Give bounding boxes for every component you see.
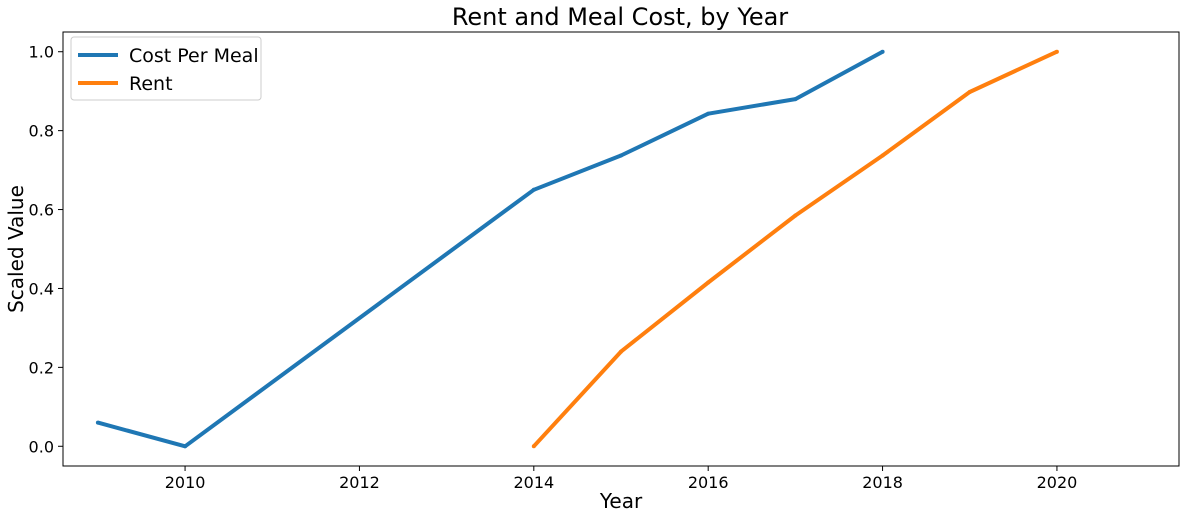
data-point-rent xyxy=(531,444,536,449)
data-point-rent xyxy=(1054,49,1059,54)
data-point-rent xyxy=(967,90,972,94)
x-tick-label: 2012 xyxy=(339,473,380,492)
data-point-cost-per-meal xyxy=(531,187,536,192)
x-tick-label: 2018 xyxy=(862,473,903,492)
series-line-cost-per-meal xyxy=(97,49,884,449)
data-point-cost-per-meal xyxy=(95,420,100,425)
plot-frame xyxy=(62,31,1180,467)
series-layer xyxy=(95,49,1059,449)
data-point-cost-per-meal xyxy=(706,111,711,116)
data-point-rent xyxy=(793,213,798,218)
y-tick-label: 0.0 xyxy=(29,437,54,456)
data-point-cost-per-meal xyxy=(183,444,188,449)
x-tick-label: 2016 xyxy=(688,473,729,492)
y-tick-label: 0.4 xyxy=(29,279,54,298)
legend-label-cost-per-meal: Cost Per Meal xyxy=(129,45,259,67)
data-point-rent xyxy=(619,349,623,354)
y-tick-label: 0.2 xyxy=(29,358,54,377)
data-point-cost-per-meal xyxy=(619,153,623,158)
chart-title: Rent and Meal Cost, by Year xyxy=(452,3,788,31)
y-tick-label: 0.6 xyxy=(29,201,54,220)
data-point-cost-per-meal xyxy=(793,97,798,102)
y-axis-label: Scaled Value xyxy=(4,185,28,313)
x-tick-label: 2020 xyxy=(1037,473,1078,492)
legend-label-rent: Rent xyxy=(129,73,173,95)
data-point-cost-per-meal xyxy=(880,49,885,54)
series-line-rent xyxy=(532,49,1058,448)
y-tick-label: 0.8 xyxy=(29,122,54,141)
x-axis-label: Year xyxy=(599,489,643,513)
y-tick-label: 1.0 xyxy=(29,43,54,62)
x-tick-label: 2014 xyxy=(513,473,554,492)
ticks-layer: 2010 2012 2014 2016 2018 2020 0.0 0.2 0.4 0.6 0.8 1… xyxy=(29,43,1078,492)
data-point-rent xyxy=(706,280,711,285)
legend: Cost Per Meal Rent xyxy=(70,36,262,101)
x-tick-label: 2010 xyxy=(165,473,206,492)
legend-box xyxy=(70,36,262,101)
data-point-rent xyxy=(880,153,885,158)
